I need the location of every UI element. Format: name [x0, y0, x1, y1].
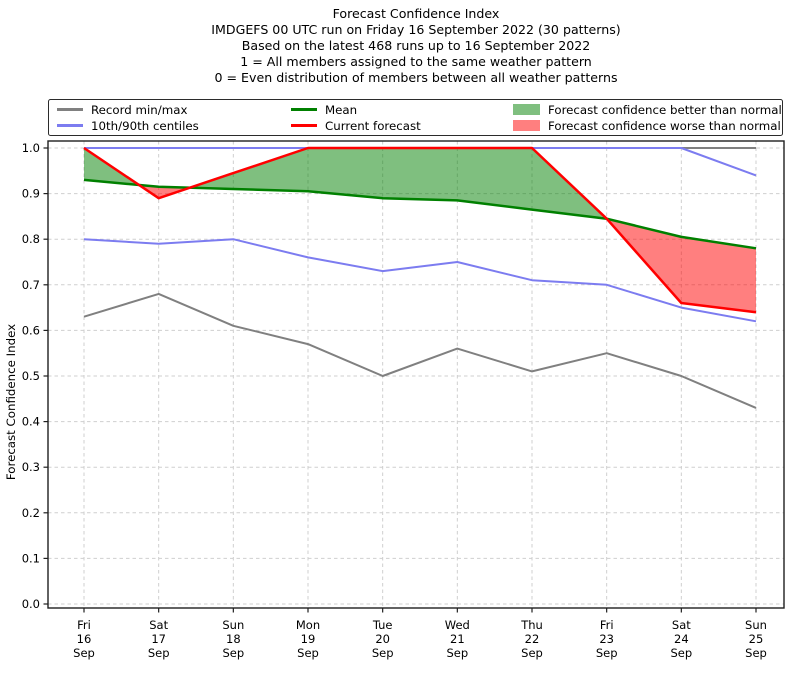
- y-tick-label: 0.7: [22, 278, 40, 292]
- x-tick-label: Sep: [372, 646, 394, 660]
- x-tick-label: Wed: [445, 618, 470, 632]
- y-tick-label: 0.3: [22, 460, 40, 474]
- x-tick-label: Sep: [297, 646, 319, 660]
- x-tick-label: Mon: [296, 618, 320, 632]
- centiles-line-swatch: [57, 124, 83, 127]
- x-tick-label: Sep: [73, 646, 95, 660]
- chart-subtitle-scale-one: 1 = All members assigned to the same wea…: [240, 54, 592, 69]
- chart-subtitle-basis: Based on the latest 468 runs up to 16 Se…: [241, 38, 591, 53]
- y-tick-label: 1.0: [22, 141, 40, 155]
- legend: Record min/max Mean Forecast confidence …: [48, 99, 783, 136]
- x-tick-label: Sep: [446, 646, 468, 660]
- x-tick-label: 24: [674, 632, 689, 646]
- mean-line-swatch: [291, 108, 317, 111]
- worse-patch-swatch: [513, 120, 540, 131]
- y-tick-label: 0.2: [22, 506, 40, 520]
- series-record-min-line: [83, 292, 757, 409]
- legend-label-worse: Forecast confidence worse than normal: [548, 118, 781, 133]
- y-axis-title: Forecast Confidence Index: [4, 324, 18, 480]
- better-patch-swatch: [513, 104, 540, 115]
- legend-item-better: Forecast confidence better than normal: [505, 102, 782, 118]
- x-tick-label: Sep: [745, 646, 767, 660]
- legend-item-current-forecast: Current forecast: [283, 118, 505, 134]
- x-tick-label: Sep: [670, 646, 692, 660]
- fill-worse-than-normal: [606, 218, 756, 313]
- x-tick-label: Thu: [520, 618, 543, 632]
- x-tick-label: 21: [450, 632, 465, 646]
- x-tick-label: Fri: [600, 618, 614, 632]
- x-tick-label: 19: [301, 632, 316, 646]
- x-tick-label: Sep: [148, 646, 170, 660]
- x-tick-label: 18: [226, 632, 241, 646]
- y-tick-label: 0.9: [22, 187, 40, 201]
- legend-label-current-forecast: Current forecast: [325, 118, 421, 133]
- current-forecast-line-swatch: [291, 124, 317, 127]
- plot-border: [47, 140, 785, 609]
- x-tick-label: Fri: [77, 618, 91, 632]
- x-tick-label: Sun: [745, 618, 767, 632]
- series-centile-10-line: [83, 238, 757, 323]
- x-tick-label: Sun: [222, 618, 244, 632]
- legend-item-mean: Mean: [283, 102, 505, 118]
- fill-better-than-normal: [189, 148, 607, 219]
- legend-label-better: Forecast confidence better than normal: [548, 102, 782, 117]
- y-tick-label: 0.1: [22, 551, 40, 565]
- legend-item-centiles: 10th/90th centiles: [49, 118, 283, 134]
- x-tick-label: 16: [77, 632, 92, 646]
- legend-label-mean: Mean: [325, 102, 358, 117]
- record-minmax-line-swatch: [57, 108, 83, 111]
- x-tick-label: 22: [525, 632, 540, 646]
- x-tick-label: 23: [599, 632, 614, 646]
- series-mean-line: [83, 178, 757, 250]
- x-tick-label: 25: [749, 632, 764, 646]
- chart-subtitle-run: IMDGEFS 00 UTC run on Friday 16 Septembe…: [211, 22, 621, 37]
- chart-subtitle-scale-zero: 0 = Even distribution of members between…: [214, 70, 618, 85]
- x-tick-label: Sep: [596, 646, 618, 660]
- legend-label-centiles: 10th/90th centiles: [91, 118, 199, 133]
- y-axis: 0.0 0.1 0.2 0.3 0.4 0.5 0.6 0.7 0.8 0.9 1.0: [22, 141, 48, 611]
- y-tick-label: 0.0: [22, 597, 40, 611]
- x-tick-label: 20: [375, 632, 390, 646]
- x-tick-label: Sep: [222, 646, 244, 660]
- series-current-forecast-line: [83, 146, 757, 314]
- x-tick-label: 17: [151, 632, 166, 646]
- x-axis: Fri16SepSat17SepSun18SepMon19SepTue20Sep…: [73, 608, 767, 660]
- legend-item-worse: Forecast confidence worse than normal: [505, 118, 782, 134]
- chart-title: Forecast Confidence Index: [332, 6, 500, 21]
- y-tick-label: 0.5: [22, 369, 40, 383]
- y-tick-label: 0.4: [22, 415, 40, 429]
- y-tick-label: 0.6: [22, 323, 40, 337]
- x-tick-label: Sep: [521, 646, 543, 660]
- legend-label-record-minmax: Record min/max: [91, 102, 188, 117]
- chart-titles: Forecast Confidence Index IMDGEFS 00 UTC…: [32, 6, 800, 86]
- x-tick-label: Sat: [672, 618, 691, 632]
- x-tick-label: Sat: [149, 618, 168, 632]
- y-tick-label: 0.8: [22, 232, 40, 246]
- legend-item-record-minmax: Record min/max: [49, 102, 283, 118]
- x-tick-label: Tue: [372, 618, 393, 632]
